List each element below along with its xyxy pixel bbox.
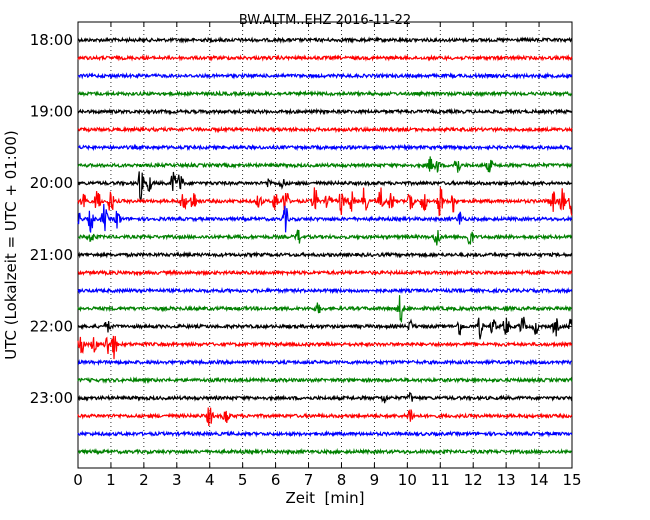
trace-20:15 [77,187,573,217]
x-tick-label: 5 [238,471,248,489]
trace-21:15 [77,268,573,277]
trace-20:30 [77,203,573,233]
y-tick-label: 23:00 [30,389,73,407]
grid-lines [110,22,540,468]
trace-19:15 [77,125,573,134]
x-tick-label: 15 [562,471,581,489]
trace-22:30 [77,358,572,367]
y-tick-label: 21:00 [30,246,73,264]
trace-21:00 [77,250,573,259]
x-tick-label: 10 [398,471,417,489]
trace-23:15 [77,407,573,427]
trace-23:45 [77,447,572,456]
trace-18:45 [77,89,573,98]
x-tick-label: 7 [304,471,314,489]
y-tick-label: 20:00 [30,174,73,192]
trace-18:30 [77,71,573,80]
trace-19:45 [77,156,573,173]
y-tick-label: 18:00 [30,31,73,49]
y-tick-label: 22:00 [30,317,73,335]
x-tick-label: 14 [530,471,549,489]
trace-20:45 [77,229,572,246]
x-tick-label: 13 [497,471,516,489]
x-tick-label: 0 [73,471,83,489]
y-axis-ticks: 18:00 19:00 20:00 21:00 22:00 23:00 [30,31,572,407]
x-tick-label: 6 [271,471,281,489]
x-tick-label: 4 [205,471,215,489]
trace-23:00 [77,391,573,404]
trace-18:15 [77,54,573,62]
trace-23:30 [77,429,573,438]
plot-frame [77,21,573,469]
x-axis-ticks: 0 1 2 3 4 5 6 7 8 9 10 11 12 13 14 15 [73,22,582,489]
trace-lines [77,36,573,456]
trace-22:45 [77,376,573,385]
x-tick-label: 11 [431,471,450,489]
trace-18:00 [77,36,573,44]
trace-21:45 [77,295,573,323]
trace-20:00 [77,171,572,202]
trace-19:30 [77,143,572,152]
x-axis-label: Zeit [min] [285,489,364,507]
trace-22:00 [77,316,573,340]
y-tick-label: 19:00 [30,103,73,121]
trace-19:00 [77,107,573,116]
x-tick-label: 2 [139,471,149,489]
x-tick-label: 3 [172,471,182,489]
y-axis-label: UTC (Lokalzeit = UTC + 01:00) [2,130,20,360]
x-tick-label: 8 [337,471,347,489]
x-tick-label: 12 [464,471,483,489]
x-tick-label: 9 [370,471,380,489]
trace-21:30 [77,286,573,295]
x-tick-label: 1 [106,471,116,489]
trace-22:15 [77,335,573,360]
chart-title: BW.ALTM..EHZ 2016-11-22 [239,13,411,28]
